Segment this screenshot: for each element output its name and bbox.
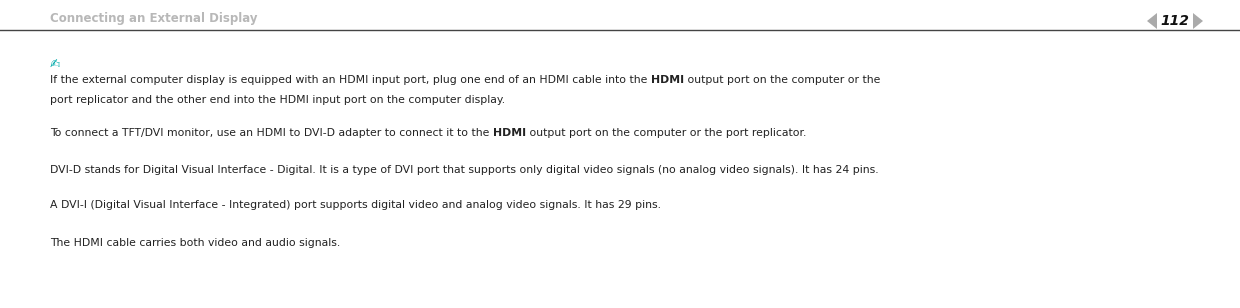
Text: output port on the computer or the: output port on the computer or the xyxy=(684,75,880,85)
Text: 112: 112 xyxy=(1161,14,1189,28)
Text: port replicator and the other end into the HDMI input port on the computer displ: port replicator and the other end into t… xyxy=(50,95,505,105)
Text: If the external computer display is equipped with an HDMI input port, plug one e: If the external computer display is equi… xyxy=(50,75,651,85)
Text: ✍: ✍ xyxy=(50,58,61,71)
Polygon shape xyxy=(1193,13,1203,29)
Text: Connecting an External Display: Connecting an External Display xyxy=(50,12,258,25)
Text: The HDMI cable carries both video and audio signals.: The HDMI cable carries both video and au… xyxy=(50,238,340,248)
Text: output port on the computer or the port replicator.: output port on the computer or the port … xyxy=(526,128,806,138)
Text: HDMI: HDMI xyxy=(492,128,526,138)
Text: HDMI: HDMI xyxy=(651,75,684,85)
Polygon shape xyxy=(1147,13,1157,29)
Text: To connect a TFT/DVI monitor, use an HDMI to DVI-D adapter to connect it to the: To connect a TFT/DVI monitor, use an HDM… xyxy=(50,128,492,138)
Text: DVI-D stands for Digital Visual Interface - Digital. It is a type of DVI port th: DVI-D stands for Digital Visual Interfac… xyxy=(50,165,879,175)
Text: A DVI-I (Digital Visual Interface - Integrated) port supports digital video and : A DVI-I (Digital Visual Interface - Inte… xyxy=(50,200,661,210)
